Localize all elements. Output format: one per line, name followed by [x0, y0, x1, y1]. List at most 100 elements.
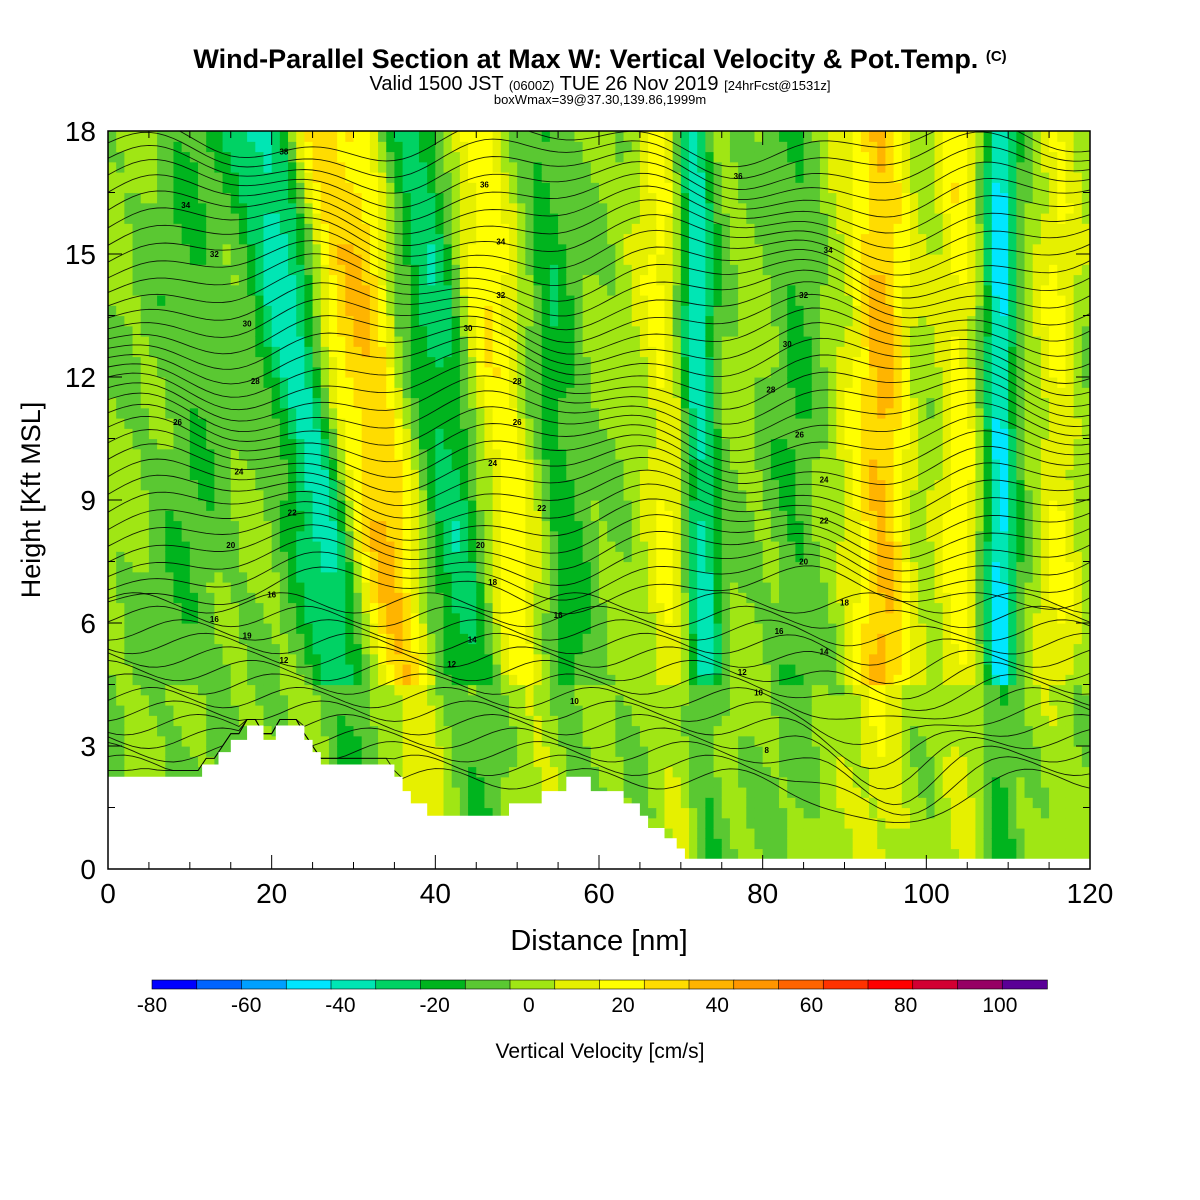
velocity-cell [492, 664, 502, 675]
velocity-cell [435, 684, 445, 696]
velocity-cell [181, 274, 191, 286]
velocity-cell [173, 766, 183, 778]
velocity-cell [328, 161, 338, 173]
velocity-cell [476, 684, 486, 696]
velocity-cell [328, 274, 338, 286]
velocity-cell [558, 459, 567, 470]
velocity-cell [288, 653, 297, 665]
velocity-cell [230, 448, 240, 460]
velocity-cell [394, 725, 404, 737]
velocity-cell [599, 602, 608, 614]
velocity-cell [582, 479, 592, 491]
velocity-cell [402, 459, 412, 470]
velocity-cell [607, 243, 616, 255]
velocity-cell [255, 172, 265, 183]
velocity-cell [198, 489, 207, 501]
velocity-cell [427, 387, 436, 399]
velocity-cell [582, 418, 592, 429]
velocity-cell [656, 264, 666, 276]
velocity-cell [345, 510, 355, 522]
velocity-cell [648, 653, 657, 665]
velocity-cell [508, 653, 518, 665]
velocity-cell [492, 448, 502, 460]
velocity-cell [247, 510, 256, 522]
velocity-cell [427, 295, 436, 306]
velocity-cell [410, 561, 420, 573]
velocity-cell [566, 612, 576, 624]
velocity-cell [238, 705, 248, 716]
velocity-cell [369, 151, 379, 163]
velocity-cell [492, 674, 502, 686]
velocity-cell [312, 182, 322, 194]
velocity-cell [410, 520, 420, 532]
velocity-cell [148, 448, 158, 460]
velocity-cell [263, 336, 273, 347]
velocity-cell [132, 643, 142, 655]
velocity-cell [443, 735, 453, 747]
velocity-cell [271, 602, 281, 614]
velocity-cell [361, 489, 371, 501]
velocity-cell [279, 397, 289, 409]
velocity-cell [189, 141, 199, 153]
velocity-cell [451, 807, 461, 819]
velocity-cell [238, 479, 248, 491]
velocity-cell [247, 489, 256, 501]
velocity-cell [296, 438, 305, 450]
velocity-cell [279, 489, 289, 501]
velocity-cell [476, 571, 486, 583]
velocity-cell [328, 305, 338, 317]
velocity-cell [492, 705, 502, 716]
velocity-cell [607, 202, 616, 214]
velocity-cell [206, 479, 215, 491]
velocity-cell [255, 202, 265, 214]
velocity-cell [124, 284, 134, 296]
velocity-cell [418, 151, 428, 163]
velocity-cell [533, 223, 543, 235]
velocity-cell [222, 223, 232, 235]
velocity-cell [116, 284, 125, 296]
velocity-cell [615, 387, 625, 399]
velocity-cell [590, 684, 600, 696]
velocity-cell [353, 551, 363, 563]
velocity-cell [394, 305, 404, 317]
velocity-cell [648, 674, 657, 686]
velocity-cell [500, 397, 510, 409]
velocity-cell [476, 336, 486, 347]
velocity-cell [108, 418, 117, 429]
velocity-cell [173, 592, 183, 604]
velocity-cell [517, 192, 526, 204]
velocity-cell [484, 664, 494, 675]
velocity-cell [402, 489, 412, 501]
velocity-cell [418, 561, 428, 573]
velocity-cell [582, 705, 592, 716]
velocity-cell [402, 766, 412, 778]
velocity-cell [402, 131, 412, 142]
velocity-cell [402, 182, 412, 194]
velocity-cell [410, 336, 420, 347]
velocity-cell [222, 233, 232, 245]
velocity-cell [320, 254, 330, 265]
velocity-cell [173, 653, 183, 665]
velocity-cell [328, 438, 338, 450]
velocity-cell [607, 592, 616, 604]
velocity-cell [525, 151, 535, 163]
velocity-cell [206, 664, 215, 675]
velocity-cell [500, 612, 510, 624]
velocity-cell [361, 274, 371, 286]
velocity-cell [484, 284, 494, 296]
velocity-cell [574, 582, 584, 593]
velocity-cell [124, 469, 134, 481]
velocity-cell [312, 735, 322, 747]
velocity-cell [140, 264, 150, 276]
velocity-cell [288, 674, 297, 686]
velocity-cell [198, 561, 207, 573]
velocity-cell [574, 356, 584, 368]
velocity-cell [468, 725, 477, 737]
velocity-cell [320, 664, 330, 675]
velocity-cell [132, 715, 142, 727]
velocity-cell [369, 377, 379, 388]
velocity-cell [500, 797, 510, 809]
velocity-cell [296, 561, 305, 573]
velocity-cell [517, 746, 526, 757]
velocity-cell [279, 469, 289, 481]
